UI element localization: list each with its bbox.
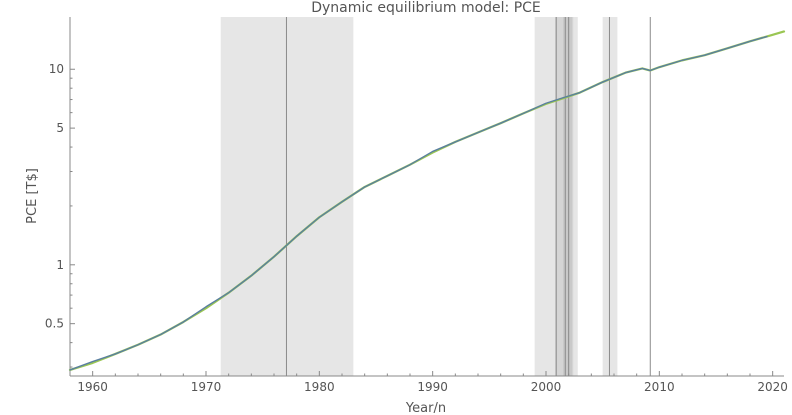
axes — [69, 17, 784, 377]
x-tick-label: 1960 — [77, 380, 108, 394]
x-tick-label: 2000 — [531, 380, 562, 394]
x-tick-label: 1990 — [417, 380, 448, 394]
series-line-1 — [68, 30, 786, 372]
chart-title: Dynamic equilibrium model: PCE — [311, 0, 541, 16]
x-tick-label: 1970 — [191, 380, 222, 394]
series-lines — [68, 30, 786, 372]
x-tick-label: 2020 — [757, 380, 788, 394]
x-axis-label: Year/n — [405, 401, 446, 415]
x-tick-label: 2010 — [644, 380, 675, 394]
y-ticks: 0.5 1 5 10 — [45, 62, 75, 368]
x-tick-label: 1980 — [304, 380, 335, 394]
y-tick-label: 0.5 — [45, 317, 64, 331]
recession-shading — [220, 17, 618, 376]
shaded-region-3 — [563, 17, 573, 376]
y-axis-label: PCE [T$] — [25, 168, 40, 224]
x-ticks: 1960 1970 1980 1990 2000 2010 2020 — [69, 371, 788, 394]
y-tick-label: 1 — [56, 258, 64, 272]
y-tick-label: 5 — [56, 121, 64, 135]
event-lines — [285, 17, 651, 376]
shaded-region-0 — [220, 17, 354, 376]
series-line-0 — [69, 35, 768, 371]
y-tick-label: 10 — [49, 62, 64, 76]
shaded-region-4 — [602, 17, 618, 376]
